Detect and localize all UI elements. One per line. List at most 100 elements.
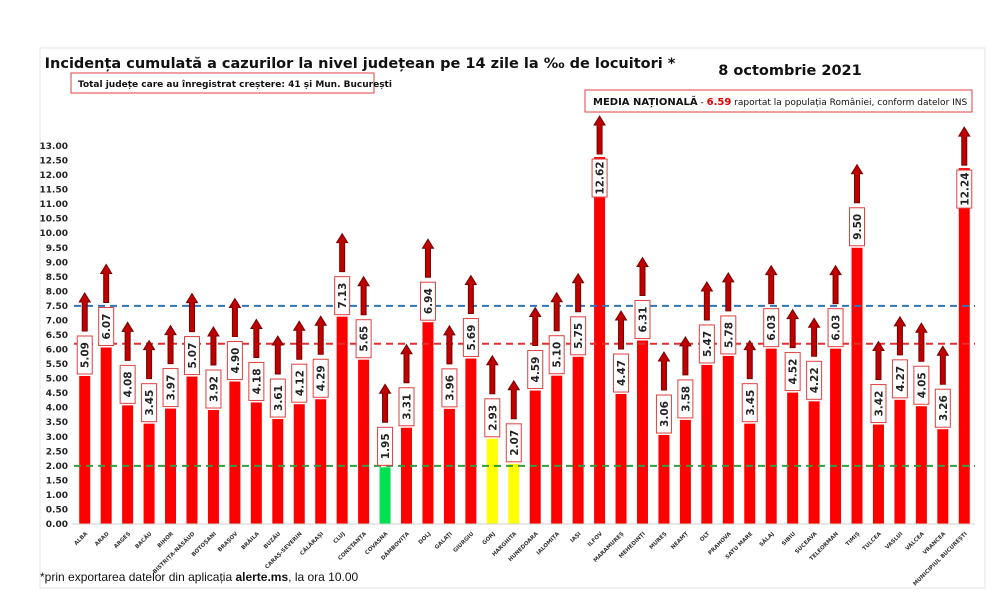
data-label-box bbox=[784, 352, 801, 392]
x-tick-label: VASLUI bbox=[885, 531, 905, 551]
data-label: 4.08 bbox=[123, 371, 135, 397]
data-label-box bbox=[183, 336, 200, 376]
y-tick-label: 2.50 bbox=[46, 447, 68, 457]
y-tick-label: 7.00 bbox=[46, 316, 68, 326]
bar bbox=[594, 157, 606, 524]
bar bbox=[744, 423, 756, 524]
increase-arrow-icon bbox=[786, 308, 800, 349]
x-tick-label: BACĂU bbox=[134, 530, 154, 550]
bar bbox=[207, 410, 219, 524]
x-tick-label: VÂLCEA bbox=[904, 530, 926, 552]
data-label: 2.07 bbox=[509, 430, 521, 456]
increase-arrow-icon bbox=[657, 351, 671, 391]
data-label-box bbox=[849, 207, 866, 247]
data-label: 4.52 bbox=[788, 359, 800, 385]
data-label: 4.12 bbox=[294, 370, 306, 396]
data-label: 9.50 bbox=[852, 214, 864, 240]
y-tick-label: 9.00 bbox=[46, 258, 68, 268]
data-label-box bbox=[827, 308, 844, 348]
bar bbox=[465, 358, 477, 524]
data-label: 4.90 bbox=[230, 348, 242, 374]
bar bbox=[529, 390, 541, 524]
increase-arrow-icon bbox=[443, 324, 456, 365]
bar bbox=[787, 392, 799, 524]
data-label-box bbox=[913, 365, 930, 405]
increase-arrow-icon bbox=[142, 339, 156, 380]
y-tick-label: 8.50 bbox=[46, 273, 68, 283]
bar bbox=[122, 405, 134, 524]
increase-arrow-icon bbox=[850, 163, 864, 204]
bar bbox=[143, 423, 155, 524]
data-label-box bbox=[698, 324, 715, 364]
increase-arrow-icon bbox=[228, 297, 242, 338]
increase-arrow-icon bbox=[335, 232, 349, 273]
data-label-box bbox=[76, 335, 93, 375]
total-increase-box bbox=[70, 72, 375, 94]
increase-arrow-icon bbox=[614, 310, 628, 350]
data-label: 3.26 bbox=[938, 395, 950, 421]
data-label: 3.31 bbox=[402, 394, 414, 420]
y-tick-label: 12.50 bbox=[40, 157, 68, 167]
increase-arrow-icon bbox=[314, 315, 328, 355]
x-tick-label: OLT bbox=[699, 531, 711, 543]
y-tick-label: 12.00 bbox=[40, 171, 68, 181]
data-label-box bbox=[527, 350, 544, 390]
footnote-prefix: *prin exportarea datelor din aplicația bbox=[40, 570, 235, 584]
increase-arrow-icon bbox=[679, 335, 692, 376]
data-label: 5.75 bbox=[573, 323, 585, 349]
y-tick-label: 10.50 bbox=[40, 215, 68, 225]
data-label: 3.06 bbox=[659, 401, 671, 427]
y-tick-label: 3.00 bbox=[46, 433, 68, 443]
x-tick-label: BRAȘOV bbox=[217, 531, 240, 554]
bar bbox=[336, 316, 348, 524]
chart-frame bbox=[39, 47, 986, 589]
y-tick-label: 3.50 bbox=[46, 418, 68, 428]
data-label-box bbox=[505, 423, 522, 463]
y-tick-label: 8.00 bbox=[46, 287, 68, 297]
data-label-box bbox=[891, 359, 908, 399]
national-average-label: MEDIA NAȚIONALĂ bbox=[593, 95, 698, 108]
data-label-box bbox=[956, 169, 973, 209]
bar bbox=[315, 399, 327, 524]
national-average-box bbox=[584, 89, 973, 113]
data-label: 4.59 bbox=[530, 357, 542, 383]
y-tick-label: 4.00 bbox=[46, 404, 68, 414]
increase-arrow-icon bbox=[829, 264, 842, 305]
data-label: 4.27 bbox=[895, 366, 907, 392]
data-label: 2.93 bbox=[487, 405, 499, 431]
national-average-value: 6.59 bbox=[707, 97, 732, 108]
data-label-box bbox=[548, 335, 565, 375]
data-label-box bbox=[248, 361, 265, 401]
x-tick-label: SĂLAJ bbox=[758, 530, 776, 548]
increase-arrow-icon bbox=[378, 383, 392, 423]
data-label-box bbox=[655, 394, 672, 434]
data-label: 3.45 bbox=[745, 390, 757, 416]
data-label-box bbox=[269, 378, 286, 418]
bar bbox=[551, 375, 563, 524]
increase-arrow-icon bbox=[292, 320, 306, 360]
x-tick-label: IALOMIȚA bbox=[536, 531, 562, 557]
bar bbox=[358, 359, 370, 524]
increase-arrow-icon bbox=[271, 335, 285, 375]
increase-arrow-icon bbox=[636, 256, 649, 297]
data-label: 6.31 bbox=[637, 307, 649, 333]
bar bbox=[422, 322, 434, 524]
data-label: 1.95 bbox=[380, 433, 392, 459]
bar bbox=[615, 394, 627, 524]
total-increase-text: Total județe care au înregistrat creșter… bbox=[78, 80, 392, 90]
y-tick-label: 4.50 bbox=[46, 389, 68, 399]
x-tick-label: SIBIU bbox=[781, 531, 797, 547]
data-label: 5.69 bbox=[466, 325, 478, 351]
bar bbox=[765, 348, 777, 524]
increase-arrow-icon bbox=[121, 321, 135, 361]
bar bbox=[872, 424, 884, 524]
bar bbox=[915, 406, 927, 524]
data-label-box bbox=[226, 341, 243, 381]
data-label-box bbox=[934, 388, 951, 428]
x-tick-label: CLUJ bbox=[333, 531, 347, 545]
y-tick-label: 1.00 bbox=[46, 491, 68, 501]
x-tick-label: GIURGIU bbox=[452, 531, 475, 554]
national-average-desc: raportat la populația României, conform … bbox=[731, 98, 967, 108]
